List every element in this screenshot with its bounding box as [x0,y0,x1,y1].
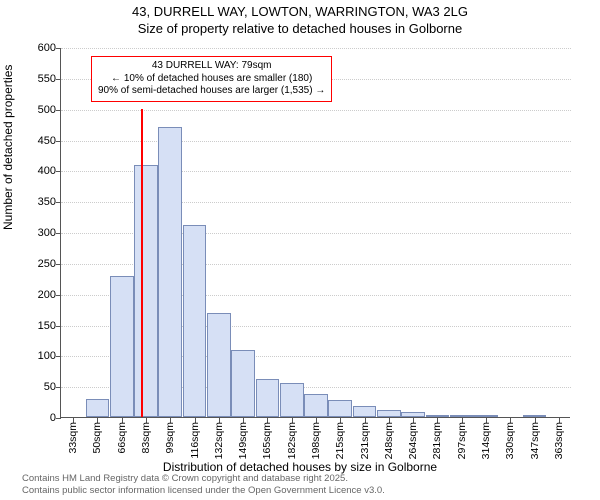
ytick-mark [56,79,61,80]
ytick-label: 50 [16,381,56,393]
ytick-label: 150 [16,320,56,332]
xtick-label: 314sqm [480,422,492,459]
ytick-label: 450 [16,135,56,147]
gridline [61,110,571,111]
histogram-bar [86,399,110,418]
ytick-label: 550 [16,73,56,85]
xtick-label: 330sqm [504,422,516,459]
property-marker-line [141,109,143,417]
ytick-mark [56,110,61,111]
chart-area: 05010015020025030035040045050055060033sq… [60,48,570,418]
ytick-label: 200 [16,289,56,301]
annotation-line-3: 90% of semi-detached houses are larger (… [98,85,325,98]
title-line-2: Size of property relative to detached ho… [0,21,600,38]
histogram-bar [377,410,401,417]
ytick-mark [56,356,61,357]
ytick-label: 600 [16,42,56,54]
xtick-label: 83sqm [140,422,152,454]
ytick-label: 500 [16,104,56,116]
y-axis-label: Number of detached properties [1,65,15,230]
annotation-line-2: ← 10% of detached houses are smaller (18… [98,73,325,86]
gridline [61,141,571,142]
ytick-label: 400 [16,165,56,177]
ytick-label: 300 [16,227,56,239]
ytick-mark [56,48,61,49]
ytick-mark [56,233,61,234]
xtick-label: 363sqm [553,422,565,459]
histogram-bar [134,165,158,417]
xtick-label: 182sqm [286,422,298,459]
histogram-bar [426,415,450,417]
histogram-bar [158,127,182,417]
title-line-1: 43, DURRELL WAY, LOWTON, WARRINGTON, WA3… [0,4,600,21]
footer-line-1: Contains HM Land Registry data © Crown c… [22,473,385,485]
x-axis-label: Distribution of detached houses by size … [0,460,600,474]
ytick-label: 0 [16,412,56,424]
xtick-label: 264sqm [407,422,419,459]
histogram-bar [328,400,352,417]
histogram-bar [353,406,377,417]
xtick-label: 66sqm [116,422,128,454]
footer-line-2: Contains public sector information licen… [22,485,385,497]
xtick-label: 248sqm [383,422,395,459]
histogram-bar [280,383,304,417]
ytick-mark [56,387,61,388]
ytick-label: 250 [16,258,56,270]
ytick-mark [56,202,61,203]
chart-title-block: 43, DURRELL WAY, LOWTON, WARRINGTON, WA3… [0,0,600,38]
histogram-bar [450,415,474,417]
histogram-bar [401,412,425,417]
ytick-label: 100 [16,350,56,362]
xtick-label: 50sqm [91,422,103,454]
annotation-box: 43 DURRELL WAY: 79sqm← 10% of detached h… [91,56,332,102]
histogram-bar [207,313,231,417]
annotation-line-1: 43 DURRELL WAY: 79sqm [98,60,325,73]
xtick-label: 165sqm [261,422,273,459]
ytick-label: 350 [16,196,56,208]
ytick-mark [56,326,61,327]
plot-region: 05010015020025030035040045050055060033sq… [60,48,570,418]
ytick-mark [56,171,61,172]
xtick-label: 347sqm [529,422,541,459]
xtick-label: 149sqm [237,422,249,459]
xtick-label: 33sqm [67,422,79,454]
xtick-label: 297sqm [456,422,468,459]
histogram-bar [110,276,134,417]
histogram-bar [523,415,547,417]
xtick-label: 132sqm [213,422,225,459]
histogram-bar [183,225,207,417]
xtick-label: 116sqm [189,422,201,459]
ytick-mark [56,264,61,265]
histogram-bar [304,394,328,417]
ytick-mark [56,141,61,142]
xtick-label: 215sqm [334,422,346,459]
histogram-bar [256,379,280,417]
footer-credits: Contains HM Land Registry data © Crown c… [22,473,385,497]
ytick-mark [56,418,61,419]
histogram-bar [231,350,255,417]
xtick-label: 231sqm [359,422,371,459]
ytick-mark [56,295,61,296]
xtick-label: 281sqm [431,422,443,459]
xtick-label: 99sqm [164,422,176,454]
xtick-label: 198sqm [310,422,322,459]
gridline [61,48,571,49]
histogram-bar [474,415,498,417]
